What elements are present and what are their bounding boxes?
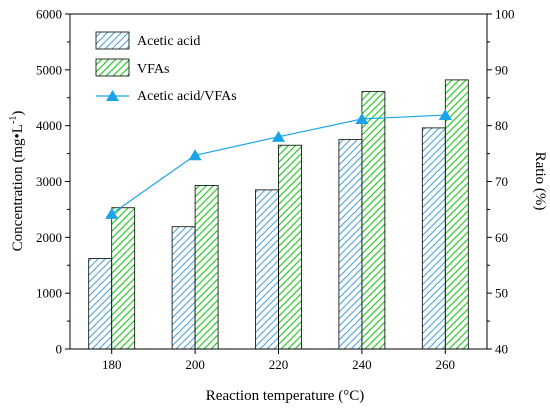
bar-vfas-180 bbox=[111, 207, 136, 350]
legend-label-acetic-acid: Acetic acid bbox=[137, 34, 200, 49]
bar-vfas-200 bbox=[194, 185, 219, 350]
ratio-point-260 bbox=[438, 109, 452, 121]
bar-acetic-acid-240 bbox=[338, 139, 363, 350]
right-tick-label-70: 70 bbox=[495, 174, 508, 189]
right-tick-label-60: 60 bbox=[495, 230, 508, 245]
left-tick-label-6000: 6000 bbox=[36, 7, 62, 22]
ratio-point-220 bbox=[272, 130, 285, 142]
x-tick-label-240: 240 bbox=[352, 357, 372, 372]
legend-swatch-vfas bbox=[95, 58, 130, 77]
right-axis-ticks: 40 50 60 70 80 90 100 bbox=[487, 7, 515, 357]
y-axis-title-superscript: -1 bbox=[8, 116, 19, 124]
bar-vfas-240 bbox=[361, 91, 386, 350]
legend-label-vfas: VFAs bbox=[137, 62, 169, 77]
left-tick-label-2000: 2000 bbox=[36, 230, 62, 245]
right-tick-label-90: 90 bbox=[495, 62, 508, 77]
bar-acetic-acid-180 bbox=[88, 258, 113, 350]
legend-label-ratio: Acetic acid/VFAs bbox=[137, 89, 237, 104]
right-tick-label-100: 100 bbox=[495, 7, 515, 22]
bar-acetic-acid-260 bbox=[421, 127, 446, 350]
bar-acetic-acid-220 bbox=[255, 189, 279, 350]
right-tick-label-80: 80 bbox=[495, 118, 508, 133]
y2-axis-title: Ratio (%) bbox=[532, 152, 548, 211]
legend-swatch-acetic-acid bbox=[95, 31, 130, 50]
left-tick-label-5000: 5000 bbox=[36, 62, 62, 77]
left-axis-ticks: 0 1000 2000 3000 4000 5000 6000 bbox=[36, 7, 70, 357]
bar-vfas-220 bbox=[278, 144, 302, 350]
legend: Acetic acid VFAs Acetic acid/VFAs bbox=[95, 31, 237, 104]
ratio-point-240 bbox=[355, 112, 369, 124]
bar-acetic-acid-200 bbox=[171, 226, 196, 350]
x-tick-label-220: 220 bbox=[269, 357, 289, 372]
ratio-point-180 bbox=[105, 207, 119, 219]
x-axis-ticks: 180 200 220 240 260 bbox=[102, 349, 455, 372]
x-tick-label-200: 200 bbox=[185, 357, 205, 372]
y-axis-title: Concentration (mg•L-1) bbox=[8, 111, 26, 252]
ratio-line-group bbox=[105, 109, 452, 219]
x-tick-label-260: 260 bbox=[436, 357, 456, 372]
left-tick-label-4000: 4000 bbox=[36, 118, 62, 133]
left-tick-label-3000: 3000 bbox=[36, 174, 62, 189]
bar-vfas-260 bbox=[444, 79, 469, 350]
ratio-point-200 bbox=[188, 149, 202, 161]
x-axis-title: Reaction temperature (°C) bbox=[206, 388, 364, 404]
left-tick-label-0: 0 bbox=[56, 342, 63, 357]
legend-marker-ratio bbox=[106, 90, 119, 101]
x-tick-label-180: 180 bbox=[102, 357, 122, 372]
y-axis-title-main: Concentration (mg•L bbox=[10, 124, 26, 251]
left-tick-label-1000: 1000 bbox=[36, 286, 62, 301]
bars-group bbox=[88, 79, 469, 350]
right-tick-label-50: 50 bbox=[495, 286, 508, 301]
right-tick-label-40: 40 bbox=[495, 342, 508, 357]
y-axis-title-close: ) bbox=[10, 111, 26, 116]
